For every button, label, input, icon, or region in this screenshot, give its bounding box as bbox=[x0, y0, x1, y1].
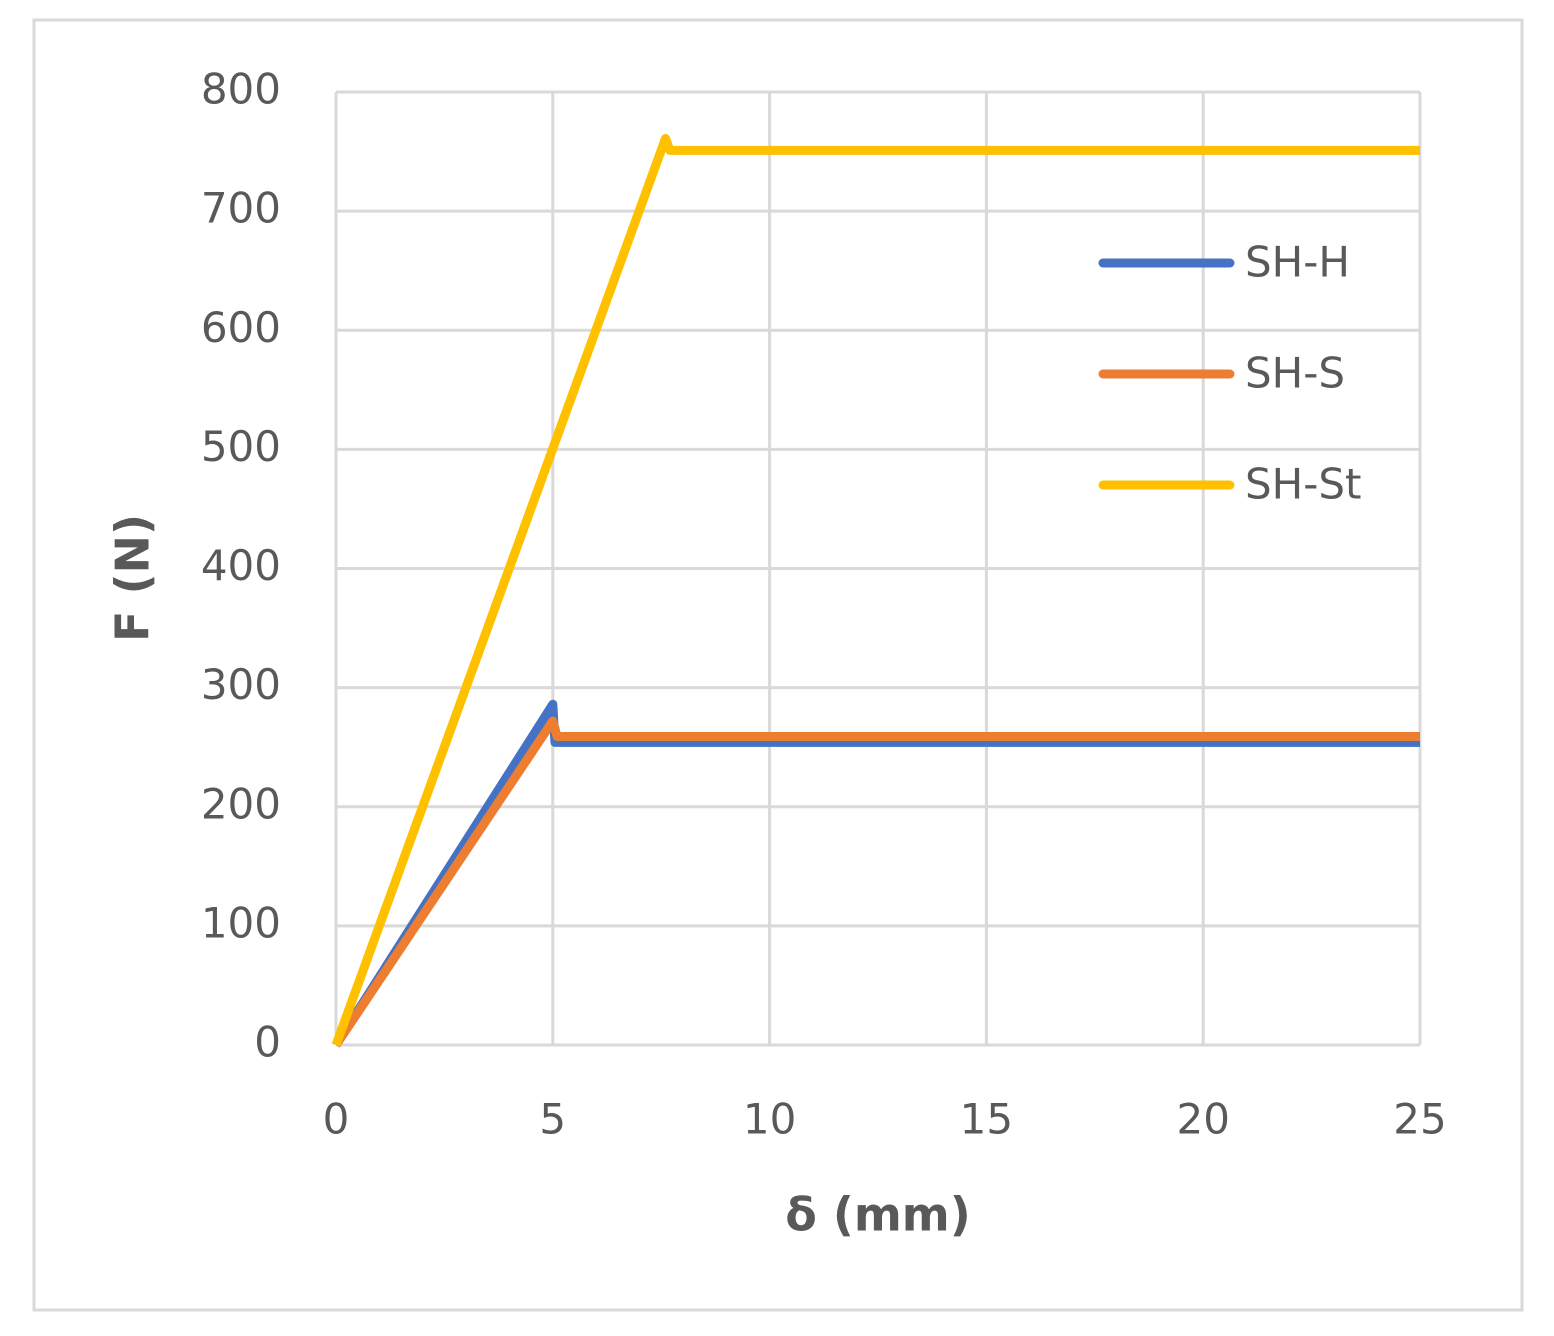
x-tick-label: 15 bbox=[960, 1095, 1013, 1144]
legend-label: SH-St bbox=[1245, 460, 1362, 509]
y-tick-label: 500 bbox=[201, 422, 281, 471]
y-tick-label: 800 bbox=[201, 65, 281, 114]
y-axis-title: F (N) bbox=[106, 514, 160, 642]
y-tick-label: 100 bbox=[201, 898, 281, 947]
y-tick-label: 200 bbox=[201, 779, 281, 828]
series-line bbox=[331, 133, 1420, 1047]
series-line bbox=[332, 716, 1420, 1048]
x-tick-label: 25 bbox=[1393, 1095, 1446, 1144]
x-axis-title: δ (mm) bbox=[785, 1188, 971, 1242]
series-line bbox=[332, 699, 1420, 1048]
y-tick-label: 600 bbox=[201, 303, 281, 352]
y-tick-label: 0 bbox=[254, 1018, 281, 1067]
y-tick-label: 400 bbox=[201, 541, 281, 590]
y-tick-label: 700 bbox=[201, 184, 281, 233]
y-tick-label: 300 bbox=[201, 660, 281, 709]
chart-frame bbox=[32, 18, 1524, 1312]
x-tick-label: 5 bbox=[539, 1095, 566, 1144]
x-tick-label: 0 bbox=[323, 1095, 350, 1144]
x-tick-label: 10 bbox=[743, 1095, 796, 1144]
x-tick-label: 20 bbox=[1176, 1095, 1229, 1144]
legend-label: SH-H bbox=[1245, 238, 1350, 287]
legend-label: SH-S bbox=[1245, 349, 1345, 398]
